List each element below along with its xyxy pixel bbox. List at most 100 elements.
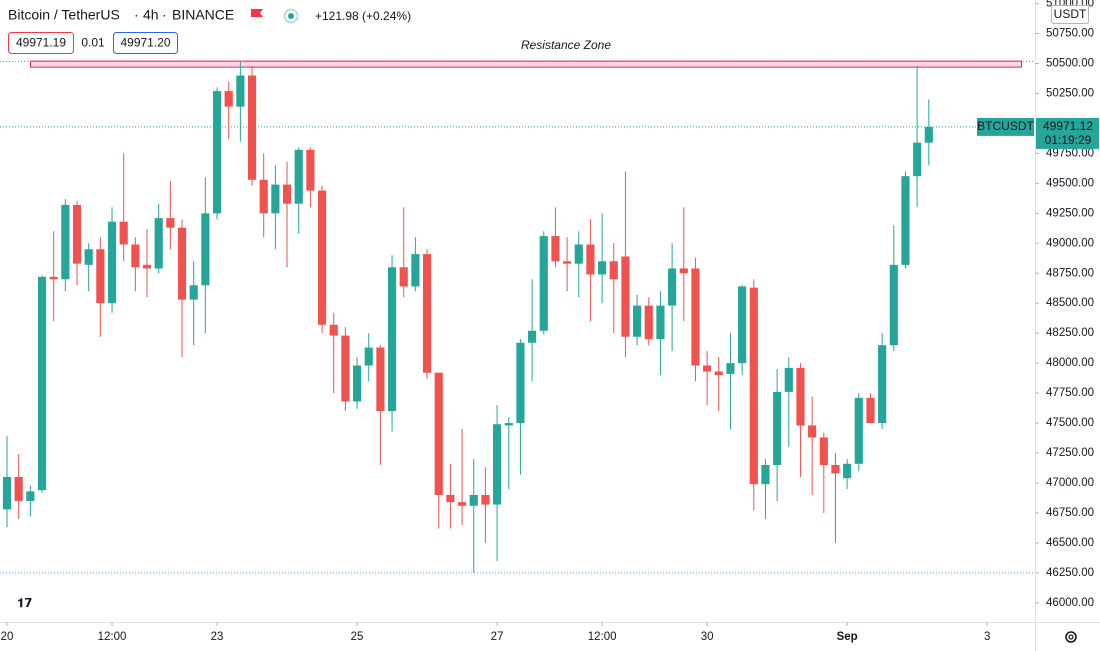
y-tick-label: 48250.00 <box>1046 327 1094 339</box>
price-label: 49971.12 <box>1043 119 1093 133</box>
candle-body <box>411 254 420 287</box>
candle-body <box>574 244 583 264</box>
candle-body <box>14 476 23 501</box>
candle-body <box>598 261 607 275</box>
separator: · <box>134 7 139 23</box>
y-tick-label: 49250.00 <box>1046 207 1094 219</box>
candle-body <box>539 236 548 331</box>
y-tick-label: 48000.00 <box>1046 357 1094 369</box>
resistance-zone <box>30 60 1022 68</box>
candle-body <box>282 184 292 204</box>
x-tick-label: 12:00 <box>98 631 127 643</box>
candle-body <box>656 305 665 340</box>
candle-body <box>212 91 222 214</box>
interval: 4h <box>143 7 159 23</box>
spread: 0.01 <box>81 36 105 50</box>
candle-body <box>49 276 58 280</box>
candle-body <box>516 342 525 424</box>
candle-body <box>492 424 502 505</box>
bid: 49971.19 <box>16 36 66 50</box>
currency: USDT <box>1054 7 1087 21</box>
candle-body <box>131 244 140 268</box>
x-tick-label: 25 <box>351 631 364 643</box>
currency-box <box>1051 5 1089 24</box>
y-tick-label: 47750.00 <box>1046 387 1094 399</box>
flag-icon[interactable] <box>251 9 263 17</box>
candle-body <box>528 330 537 343</box>
symbol: Bitcoin / TetherUS <box>8 7 120 23</box>
candle-body <box>761 465 770 485</box>
candle-body <box>726 363 735 374</box>
y-tick-label: 46000.00 <box>1046 597 1094 609</box>
candle-body <box>854 397 863 464</box>
separator: · <box>162 7 167 23</box>
candle-body <box>177 227 187 300</box>
candle-body <box>236 75 245 107</box>
y-tick-label: 49500.00 <box>1046 177 1094 189</box>
candle-body <box>37 276 47 491</box>
y-tick-label: 50250.00 <box>1046 88 1094 100</box>
price-label-box <box>1036 117 1099 149</box>
exchange: BINANCE <box>172 7 234 23</box>
settings-icon-core <box>1068 634 1074 640</box>
x-tick-label: 20 <box>1 631 14 643</box>
x-tick-label: 3 <box>984 631 990 643</box>
candle-body <box>808 425 817 438</box>
y-tick-label: 47000.00 <box>1046 477 1094 489</box>
candle-body <box>784 367 793 392</box>
candle-body <box>504 423 513 426</box>
candle-body <box>434 372 443 495</box>
candle-body <box>913 142 922 177</box>
candle-body <box>399 267 408 287</box>
x-tick-label: Sep <box>837 631 858 643</box>
x-tick-label: 30 <box>701 631 714 643</box>
y-tick-label: 46500.00 <box>1046 537 1094 549</box>
y-tick-label: 46250.00 <box>1046 567 1094 579</box>
candle-body <box>26 491 35 501</box>
status-ring <box>283 8 299 24</box>
y-tick-label: 49000.00 <box>1046 237 1094 249</box>
candle-body <box>551 236 560 262</box>
x-tick-label: 23 <box>211 631 224 643</box>
candle-body <box>819 437 828 466</box>
candle-body <box>749 287 758 485</box>
candle-body <box>387 267 397 412</box>
settings-icon[interactable] <box>1065 631 1077 643</box>
candle-body <box>142 264 152 269</box>
candle-body <box>738 286 747 364</box>
y-tick-label: 47250.00 <box>1046 447 1094 459</box>
candle-body <box>364 347 373 366</box>
candle-body <box>831 465 840 474</box>
candle-body <box>924 127 933 143</box>
status-dot <box>288 13 294 19</box>
candle-body <box>72 204 82 264</box>
candle-body <box>224 91 233 107</box>
bid-box[interactable] <box>8 32 74 54</box>
y-tick-label: 50500.00 <box>1046 58 1094 70</box>
candle-body <box>703 365 712 372</box>
candle-body <box>189 285 198 300</box>
candle-body <box>201 213 210 286</box>
candle-body <box>376 347 385 412</box>
candle-body <box>679 268 688 274</box>
candle-body <box>271 184 280 214</box>
overlay: Bitcoin / TetherUS · 4h · BINANCE +121.9… <box>8 5 1099 643</box>
candle-body <box>691 268 700 366</box>
candle-body <box>843 463 852 479</box>
symbol-label-box <box>977 117 1034 136</box>
candle-body <box>469 494 478 506</box>
candle-body <box>621 256 630 337</box>
candle-body <box>294 149 303 204</box>
logo: 𝟏𝟳 <box>17 596 32 610</box>
annotation: Resistance Zone <box>521 38 611 52</box>
candle-body <box>457 502 467 506</box>
candle-body <box>563 261 572 264</box>
candle-body <box>866 397 875 424</box>
candle-body <box>714 371 723 376</box>
candle-body <box>352 365 362 402</box>
candle-body <box>481 494 490 505</box>
ask-box[interactable] <box>113 32 178 54</box>
candle-body <box>2 476 12 510</box>
candle-body <box>644 305 653 340</box>
